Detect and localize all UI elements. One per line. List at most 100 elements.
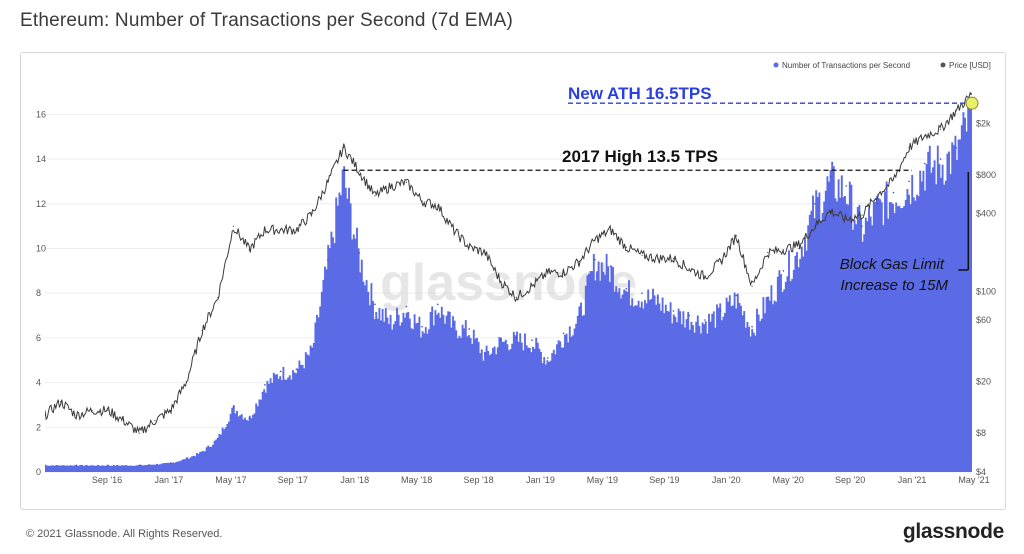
tps-point xyxy=(217,437,219,440)
tps-point xyxy=(107,464,109,467)
tps-series xyxy=(45,99,972,472)
tps-point xyxy=(688,314,690,317)
price-point xyxy=(861,214,863,216)
price-point xyxy=(767,251,769,254)
price-point xyxy=(374,195,376,197)
tps-point xyxy=(75,464,78,467)
tps-point xyxy=(908,180,910,183)
price-point xyxy=(877,194,879,196)
tps-point xyxy=(578,314,581,317)
price-point xyxy=(358,170,360,172)
price-point xyxy=(908,146,910,149)
tps-point xyxy=(138,464,141,467)
legend-label: Number of Transactions per Second xyxy=(782,61,910,70)
tps-point xyxy=(735,294,738,297)
price-point xyxy=(610,229,612,231)
price-point xyxy=(814,225,816,227)
price-point xyxy=(704,276,706,278)
price-point xyxy=(924,135,926,137)
tps-point xyxy=(955,147,958,149)
y-right-tick-label: $800 xyxy=(976,170,996,180)
tps-point xyxy=(594,258,596,261)
price-point xyxy=(248,249,250,251)
tps-point xyxy=(845,185,848,187)
price-point xyxy=(45,414,46,416)
tps-point xyxy=(389,319,392,321)
price-point xyxy=(625,246,627,248)
legend-marker xyxy=(940,62,946,68)
price-point xyxy=(201,329,203,331)
price-point xyxy=(280,229,282,231)
price-point xyxy=(845,218,847,221)
x-tick-label: May '18 xyxy=(401,475,432,485)
axes: 0 2 4 6 8 10 12 14 16 $4 $8 $20 $60 $100 $400 $800 $2k Se… xyxy=(36,109,996,485)
y-left-tick-label: 16 xyxy=(36,109,46,119)
tps-point xyxy=(185,457,188,460)
x-tick-label: Sep '19 xyxy=(649,475,679,485)
tps-point xyxy=(546,357,549,359)
price-point xyxy=(232,225,235,227)
y-right-tick-label: $400 xyxy=(976,209,996,219)
price-point xyxy=(91,409,93,411)
tps-point xyxy=(861,225,863,227)
price-point xyxy=(594,239,596,241)
tps-point xyxy=(232,406,235,408)
x-tick-label: May '20 xyxy=(773,475,804,485)
y-right-tick-label: $60 xyxy=(976,315,991,325)
annotations: New ATH 16.5TPS 2017 High 13.5 TPS Block G… xyxy=(343,84,979,294)
y-right-tick-label: $8 xyxy=(976,428,986,438)
tps-point xyxy=(248,417,251,420)
x-tick-label: Sep '17 xyxy=(278,475,308,485)
price-point xyxy=(829,210,832,212)
price-point xyxy=(452,229,455,231)
gas-limit-label-line2: Increase to 15M xyxy=(840,277,948,294)
price-series xyxy=(45,92,972,434)
price-point xyxy=(751,285,753,287)
x-tick-label: Sep '16 xyxy=(92,475,122,485)
x-tick-label: Sep '20 xyxy=(835,475,865,485)
y-left-tick-label: 14 xyxy=(36,154,46,164)
tps-point xyxy=(641,292,643,294)
tps-point xyxy=(766,296,769,299)
x-tick-label: May '19 xyxy=(587,475,618,485)
copyright-text: © 2021 Glassnode. All Rights Reserved. xyxy=(26,528,223,540)
tps-point xyxy=(531,339,533,341)
price-point xyxy=(641,254,643,257)
price-point xyxy=(500,280,502,282)
tps-point xyxy=(201,451,203,453)
tps-point xyxy=(358,252,361,254)
price-point xyxy=(107,409,109,411)
price-point xyxy=(342,146,345,149)
y-left-tick-label: 2 xyxy=(36,422,41,432)
tps-point xyxy=(924,162,926,165)
y-left-tick-label: 4 xyxy=(36,378,41,388)
price-point xyxy=(672,257,675,260)
tps-point xyxy=(421,325,423,328)
x-tick-label: Sep '18 xyxy=(463,475,493,485)
price-point xyxy=(154,420,156,422)
price-point xyxy=(971,93,972,95)
tps-point xyxy=(436,303,439,306)
price-point xyxy=(311,213,313,215)
price-point xyxy=(468,246,470,248)
y-right-tick-label: $20 xyxy=(976,377,991,387)
y-left-tick-label: 0 xyxy=(36,467,41,477)
tps-point xyxy=(892,191,895,194)
chart-title: Ethereum: Number of Transactions per Sec… xyxy=(20,10,514,31)
tps-point xyxy=(939,158,942,160)
tps-point xyxy=(719,310,722,312)
price-point xyxy=(327,181,329,183)
tps-bars xyxy=(45,99,972,472)
x-tick-label: Jan '20 xyxy=(712,475,741,485)
price-point xyxy=(735,235,737,237)
tps-point xyxy=(452,323,455,326)
price-point xyxy=(798,244,800,246)
tps-point xyxy=(169,462,172,464)
legend-marker xyxy=(773,62,779,68)
price-point xyxy=(782,249,785,251)
price-line xyxy=(45,92,972,434)
price-point xyxy=(892,179,895,181)
price-point xyxy=(138,432,140,434)
y-right-tick-label: $100 xyxy=(976,286,996,296)
